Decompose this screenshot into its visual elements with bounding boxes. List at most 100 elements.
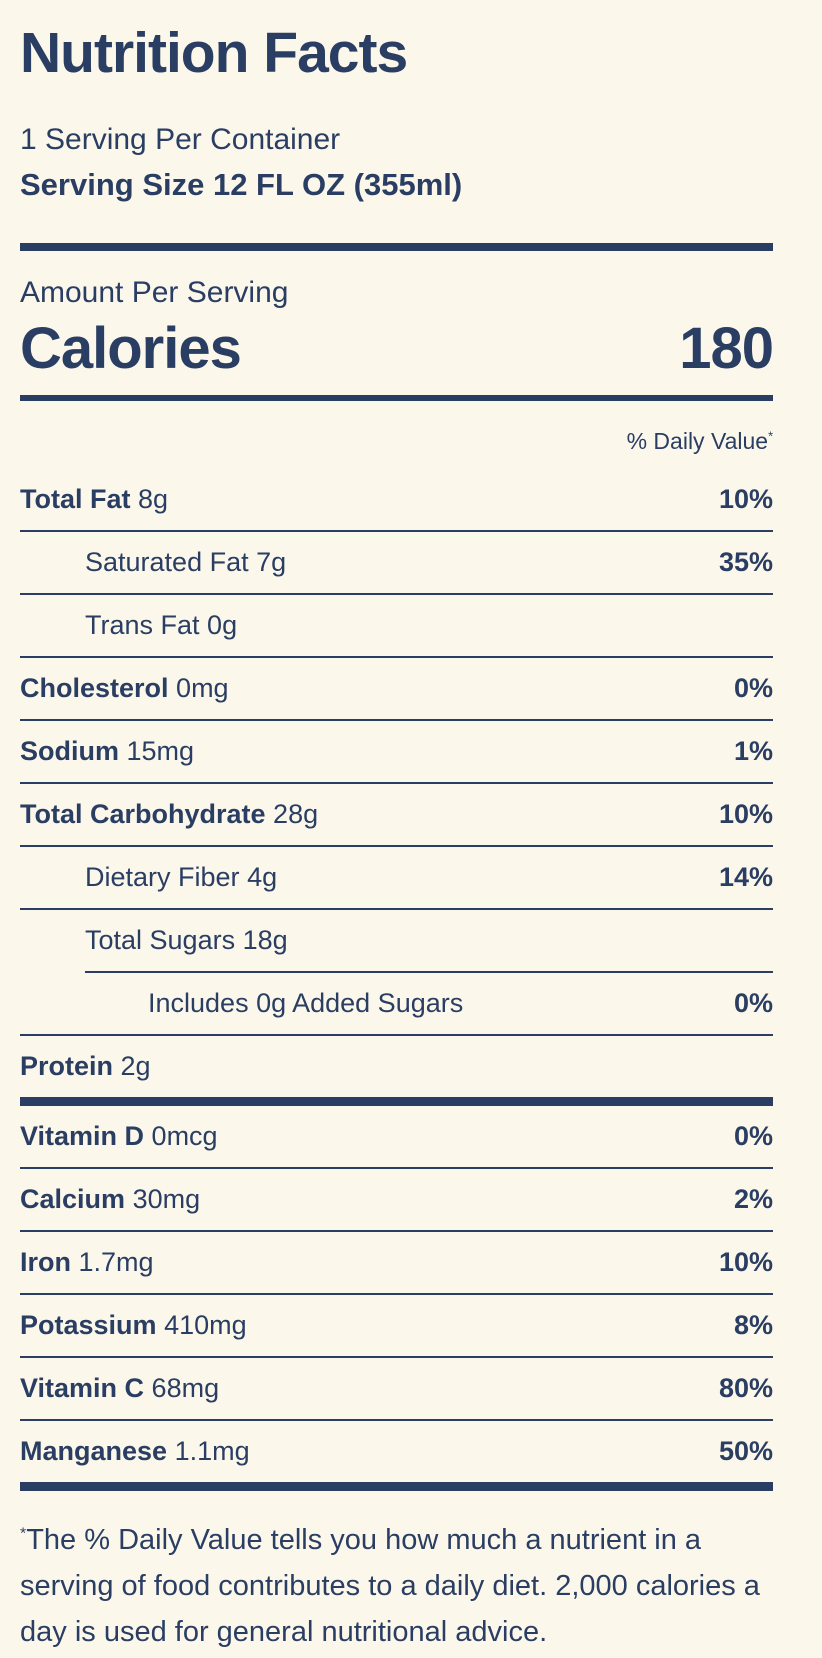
nutrient-label: Dietary Fiber 4g [85, 861, 277, 894]
row-potassium: Potassium 410mg 8% [20, 1295, 773, 1356]
row-iron: Iron 1.7mg 10% [20, 1232, 773, 1293]
nutrient-label: Saturated Fat 7g [85, 546, 286, 579]
divider-medium [20, 395, 773, 401]
divider [20, 1034, 773, 1036]
nutrient-dv: 0% [733, 1121, 773, 1151]
nutrient-dv: 50% [718, 1436, 773, 1466]
serving-size: Serving Size 12 FL OZ (355ml) [20, 167, 463, 202]
nutrient-amount: 1.1mg [174, 1436, 250, 1466]
nutrient-dv: 2% [733, 1184, 773, 1214]
page-title: Nutrition Facts [20, 21, 408, 85]
nutrient-amount: 0mg [176, 673, 229, 703]
nutrient-name: Sodium [20, 736, 119, 766]
nutrient-label: Total Carbohydrate 28g [20, 798, 318, 831]
nutrient-name: Calcium [20, 1184, 126, 1214]
nutrient-amount: 30mg [132, 1184, 201, 1214]
row-added-sugars: Includes 0g Added Sugars 0% [20, 973, 773, 1034]
row-sodium: Sodium 15mg 1% [20, 721, 773, 782]
nutrient-label: Calcium 30mg [20, 1183, 200, 1216]
nutrient-dv: 14% [718, 862, 773, 892]
divider [20, 530, 773, 532]
nutrient-amount: 0mcg [151, 1121, 218, 1151]
nutrient-amount: 0g [207, 610, 238, 640]
nutrient-dv: 35% [718, 547, 773, 577]
nutrient-amount: 2g [120, 1051, 151, 1081]
footnote-asterisk: * [20, 1525, 27, 1543]
row-trans-fat: Trans Fat 0g [20, 595, 773, 656]
divider-thick [20, 1097, 773, 1106]
daily-value-asterisk: * [768, 429, 773, 444]
nutrient-dv: 10% [718, 1247, 773, 1277]
nutrient-dv: 10% [718, 799, 773, 829]
calories-row: Calories 180 [20, 315, 774, 383]
nutrient-name: Includes 0g Added Sugars [148, 988, 464, 1018]
nutrient-dv: 1% [733, 736, 773, 766]
nutrient-amount: 28g [273, 799, 319, 829]
divider [20, 908, 773, 910]
divider [20, 656, 773, 658]
nutrient-name: Trans Fat [85, 610, 200, 640]
nutrient-label: Total Sugars 18g [85, 924, 288, 957]
nutrient-dv: 8% [733, 1310, 773, 1340]
nutrient-label: Sodium 15mg [20, 735, 194, 768]
calories-value: 180 [679, 316, 774, 381]
servings-per-container: 1 Serving Per Container [20, 123, 341, 156]
nutrient-label: Iron 1.7mg [20, 1246, 154, 1279]
nutrient-label: Total Fat 8g [20, 483, 168, 516]
nutrient-name: Iron [20, 1247, 71, 1277]
row-calcium: Calcium 30mg 2% [20, 1169, 773, 1230]
row-protein: Protein 2g [20, 1036, 773, 1097]
row-total-fat: Total Fat 8g 10% [20, 469, 773, 530]
divider-thick [20, 1482, 773, 1491]
row-total-carbohydrate: Total Carbohydrate 28g 10% [20, 784, 773, 845]
nutrient-label: Trans Fat 0g [85, 609, 237, 642]
row-total-sugars: Total Sugars 18g [20, 910, 773, 971]
nutrient-name: Total Carbohydrate [20, 799, 266, 829]
row-dietary-fiber: Dietary Fiber 4g 14% [20, 847, 773, 908]
nutrient-label: Protein 2g [20, 1050, 151, 1083]
divider-thick [20, 243, 773, 251]
nutrient-name: Dietary Fiber [85, 862, 240, 892]
nutrient-label: Includes 0g Added Sugars [148, 987, 463, 1020]
nutrient-label: Manganese 1.1mg [20, 1435, 250, 1468]
nutrient-dv: 0% [733, 673, 773, 703]
nutrient-amount: 7g [256, 547, 287, 577]
row-saturated-fat: Saturated Fat 7g 35% [20, 532, 773, 593]
daily-value-header-text: % Daily Value [626, 428, 769, 454]
nutrient-amount: 15mg [126, 736, 195, 766]
daily-value-footnote: *The % Daily Value tells you how much a … [20, 1517, 773, 1655]
nutrient-label: Vitamin C 68mg [20, 1372, 219, 1405]
row-vitamin-d: Vitamin D 0mcg 0% [20, 1106, 773, 1167]
nutrient-name: Potassium [20, 1310, 157, 1340]
row-cholesterol: Cholesterol 0mg 0% [20, 658, 773, 719]
nutrient-name: Vitamin D [20, 1121, 145, 1151]
nutrient-label: Cholesterol 0mg [20, 672, 229, 705]
nutrient-amount: 1.7mg [78, 1247, 154, 1277]
row-vitamin-c: Vitamin C 68mg 80% [20, 1358, 773, 1419]
divider [20, 593, 773, 595]
divider-indented [85, 971, 773, 973]
nutrient-amount: 410mg [164, 1310, 247, 1340]
nutrient-amount: 8g [138, 484, 169, 514]
nutrient-amount: 18g [242, 925, 288, 955]
nutrient-name: Vitamin C [20, 1373, 145, 1403]
divider [20, 1167, 773, 1169]
divider [20, 1293, 773, 1295]
nutrient-name: Protein [20, 1051, 114, 1081]
nutrient-dv: 10% [718, 484, 773, 514]
nutrient-label: Vitamin D 0mcg [20, 1120, 218, 1153]
divider [20, 719, 773, 721]
nutrient-name: Total Fat [20, 484, 131, 514]
nutrient-dv: 80% [718, 1373, 773, 1403]
nutrient-amount: 68mg [151, 1373, 220, 1403]
divider [20, 1419, 773, 1421]
nutrient-rows: Total Fat 8g 10% Saturated Fat 7g 35% Tr… [20, 469, 773, 1491]
nutrient-name: Saturated Fat [85, 547, 249, 577]
divider [20, 782, 773, 784]
row-manganese: Manganese 1.1mg 50% [20, 1421, 773, 1482]
amount-per-serving-label: Amount Per Serving [20, 276, 289, 309]
daily-value-header: % Daily Value* [20, 427, 773, 455]
nutrient-name: Total Sugars [85, 925, 236, 955]
nutrient-label: Potassium 410mg [20, 1309, 247, 1342]
